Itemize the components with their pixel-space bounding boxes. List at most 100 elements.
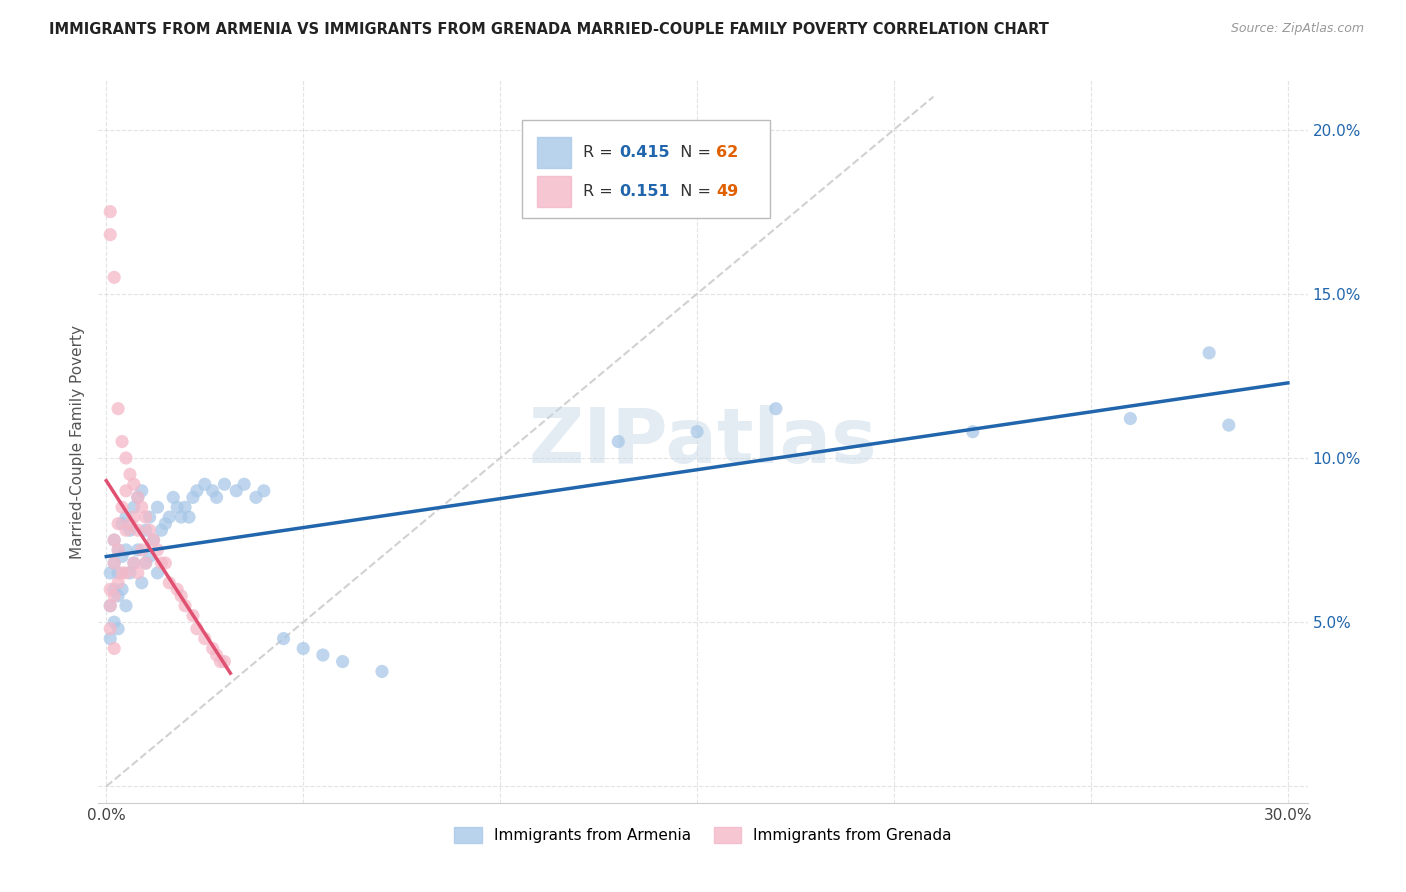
Point	[170, 510, 193, 524]
Point	[107, 589, 129, 603]
Point	[135, 556, 157, 570]
Point	[118, 516, 141, 531]
Point	[162, 491, 184, 505]
Point	[194, 632, 217, 646]
Text: IMMIGRANTS FROM ARMENIA VS IMMIGRANTS FROM GRENADA MARRIED-COUPLE FAMILY POVERTY: IMMIGRANTS FROM ARMENIA VS IMMIGRANTS FR…	[49, 22, 1049, 37]
Point	[131, 483, 153, 498]
Point	[225, 483, 247, 498]
Point	[118, 523, 141, 537]
Point	[98, 582, 121, 597]
Point	[166, 500, 188, 515]
Point	[142, 533, 165, 547]
Point	[98, 622, 121, 636]
Point	[103, 615, 125, 630]
Point	[107, 622, 129, 636]
Point	[122, 556, 145, 570]
Point	[142, 533, 165, 547]
Point	[127, 491, 149, 505]
Point	[107, 516, 129, 531]
Point	[201, 641, 224, 656]
Text: Source: ZipAtlas.com: Source: ZipAtlas.com	[1230, 22, 1364, 36]
Point	[253, 483, 276, 498]
Point	[1218, 418, 1240, 433]
Point	[607, 434, 630, 449]
Point	[181, 491, 204, 505]
Point	[98, 227, 121, 242]
Point	[118, 467, 141, 482]
Point	[214, 655, 236, 669]
Point	[273, 632, 295, 646]
Point	[138, 549, 160, 564]
Point	[155, 516, 177, 531]
Point	[103, 533, 125, 547]
Point	[138, 523, 160, 537]
Point	[127, 566, 149, 580]
Point	[186, 622, 208, 636]
Point	[103, 533, 125, 547]
Point	[115, 542, 138, 557]
Point	[98, 632, 121, 646]
Point	[103, 582, 125, 597]
Point	[115, 510, 138, 524]
Point	[181, 608, 204, 623]
Point	[205, 491, 228, 505]
Point	[127, 491, 149, 505]
Point	[201, 483, 224, 498]
Point	[292, 641, 315, 656]
Point	[1119, 411, 1142, 425]
Bar	[537, 177, 571, 207]
Point	[186, 483, 208, 498]
Text: N =: N =	[671, 184, 717, 199]
Point	[1198, 346, 1220, 360]
Point	[371, 665, 394, 679]
Point	[107, 542, 129, 557]
Point	[166, 582, 188, 597]
Point	[205, 648, 228, 662]
Point	[131, 500, 153, 515]
Point	[765, 401, 787, 416]
Point	[118, 566, 141, 580]
Point	[115, 483, 138, 498]
Point	[111, 434, 134, 449]
Y-axis label: Married-Couple Family Poverty: Married-Couple Family Poverty	[69, 325, 84, 558]
Point	[107, 401, 129, 416]
Point	[174, 500, 197, 515]
Point	[233, 477, 256, 491]
Point	[138, 510, 160, 524]
Point	[98, 204, 121, 219]
Point	[312, 648, 335, 662]
Point	[127, 542, 149, 557]
Point	[146, 542, 169, 557]
Point	[122, 477, 145, 491]
Point	[177, 510, 200, 524]
FancyBboxPatch shape	[522, 120, 769, 218]
Text: 0.151: 0.151	[620, 184, 671, 199]
Text: ZIPatlas: ZIPatlas	[529, 405, 877, 478]
Point	[115, 523, 138, 537]
Point	[103, 641, 125, 656]
Point	[107, 575, 129, 590]
Point	[194, 477, 217, 491]
Point	[135, 556, 157, 570]
Point	[150, 556, 173, 570]
Point	[111, 516, 134, 531]
Point	[245, 491, 267, 505]
Point	[146, 566, 169, 580]
Text: 49: 49	[716, 184, 738, 199]
Point	[115, 599, 138, 613]
Point	[103, 270, 125, 285]
Point	[111, 549, 134, 564]
Point	[157, 510, 180, 524]
Point	[103, 556, 125, 570]
Point	[131, 542, 153, 557]
Point	[107, 542, 129, 557]
Point	[962, 425, 984, 439]
Point	[146, 500, 169, 515]
Point	[115, 450, 138, 465]
Point	[131, 575, 153, 590]
Point	[214, 477, 236, 491]
Point	[150, 523, 173, 537]
Point	[174, 599, 197, 613]
Point	[127, 523, 149, 537]
Point	[111, 566, 134, 580]
